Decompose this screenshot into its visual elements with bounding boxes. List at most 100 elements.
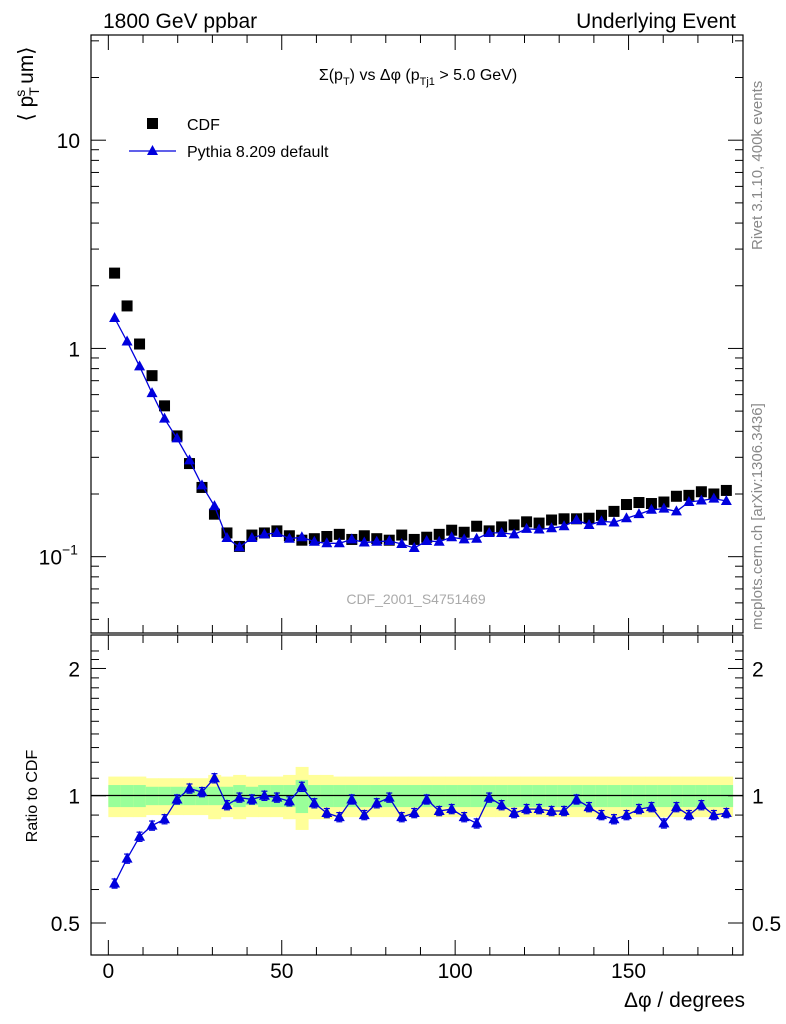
pythia-data-point [283,532,295,543]
cdf-data-point [446,524,458,536]
cdf-data-point [645,498,657,510]
mcplots-label: mcplots.cern.ch [arXiv:1306.3436] [749,403,766,630]
pythia-data-point [670,505,682,516]
pythia-data-point [471,532,483,543]
ratio-y-tick-label: 0.5 [51,913,80,936]
pythia-data-point [134,360,146,371]
ratio-data-point [608,813,620,824]
pythia-data-point [196,479,208,490]
chart-title: Σ(pT) vs Δφ (pTj1 > 5.0 GeV) [319,67,517,88]
legend-label-cdf: CDF [187,117,220,134]
pythia-data-point [171,432,183,443]
ratio-y-tick-label-right: 1 [752,786,764,809]
ratio-data-point [583,801,595,812]
ratio-y-tick-label-right: 0.5 [752,913,781,936]
cdf-data-point [658,496,670,508]
cdf-data-point [583,512,595,524]
cdf-data-point [109,267,121,279]
pythia-data-point [183,454,195,465]
pythia-data-point [483,526,495,537]
ratio-data-point [683,809,695,820]
pythia-data-point [296,531,308,542]
y-tick-exponent: −1 [62,542,78,558]
cdf-data-point [471,520,483,532]
ratio-data-point [645,801,657,812]
cdf-data-point [121,300,133,312]
pythia-data-point [383,534,395,545]
pythia-data-point [683,496,695,507]
cdf-data-point [458,526,470,538]
pythia-line [114,317,727,549]
y-tick-label: 10 [39,547,62,570]
cdf-data-point [683,489,695,501]
x-tick-label: 150 [611,960,646,983]
pythia-data-point [109,312,121,323]
ratio-tick-marks: 0 50 100 150 2 2 1 1 0.5 0.5 [51,635,781,983]
ratio-data-point [633,803,645,814]
ratio-data-point [371,797,383,808]
ratio-data-point [695,799,707,810]
ratio-data-point [146,819,158,830]
pythia-data-point [146,387,158,398]
header-right: Underlying Event [576,10,736,33]
pythia-data-point [571,514,583,525]
pythia-data-point [221,531,233,542]
pythia-data-point [246,531,258,542]
cdf-data-point [533,517,545,529]
ratio-data-point [233,791,245,802]
cdf-data-point [159,400,171,412]
x-tick-label: 0 [102,960,114,983]
ratio-data-point [321,807,333,818]
legend: CDF Pythia 8.209 default [129,117,329,161]
pythia-data-point [159,412,171,423]
ratio-data-point [246,793,258,804]
cdf-data-point [558,513,570,525]
ratio-data-point [596,809,608,820]
pythia-data-point [371,535,383,546]
ratio-data-point [408,807,420,818]
ratio-data-point [433,805,445,816]
pythia-data-point [558,520,570,531]
cdf-data-point [396,529,408,541]
pythia-data-point [596,515,608,526]
ratio-data-point [546,805,558,816]
main-frame [90,34,744,634]
ratio-data-point [533,803,545,814]
pythia-data-point [208,500,220,511]
pythia-data-point [496,526,508,537]
cdf-data-point [608,505,620,517]
pythia-data-point [308,535,320,546]
pythia-data-point [233,541,245,552]
pythia-data-point [708,492,720,503]
ratio-data-point [208,772,220,783]
ratio-data-point [109,877,121,888]
pythia-data-point [508,528,520,539]
pythia-data-point [521,522,533,533]
pythia-data-point [271,526,283,537]
cdf-data-point [521,516,533,528]
ratio-panel: 0 50 100 150 2 2 1 1 0.5 0.5 Ratio to CDF Δφ / de… [24,634,781,1012]
ratio-data-point [121,852,133,863]
ratio-data-point [571,793,583,804]
cdf-data-point [670,490,682,502]
main-plot-area [109,267,732,553]
pythia-data-point [446,531,458,542]
ratio-data-point [421,793,433,804]
ratio-data-point [283,795,295,806]
cdf-data-point [620,499,632,511]
legend-marker-cdf [147,118,158,129]
ratio-data-point [658,817,670,828]
x-tick-label: 50 [270,960,293,983]
pythia-data-point [458,533,470,544]
cdf-data-point [433,528,445,540]
cdf-data-point [146,370,158,382]
ratio-y-tick-label: 2 [68,658,80,681]
legend-label-pythia: Pythia 8.209 default [187,144,329,161]
ratio-data-point [271,791,283,802]
pythia-data-point [658,502,670,513]
pythia-data-point [121,335,133,346]
ratio-data-point [708,809,720,820]
ratio-data-point [496,799,508,810]
pythia-data-point [358,536,370,547]
